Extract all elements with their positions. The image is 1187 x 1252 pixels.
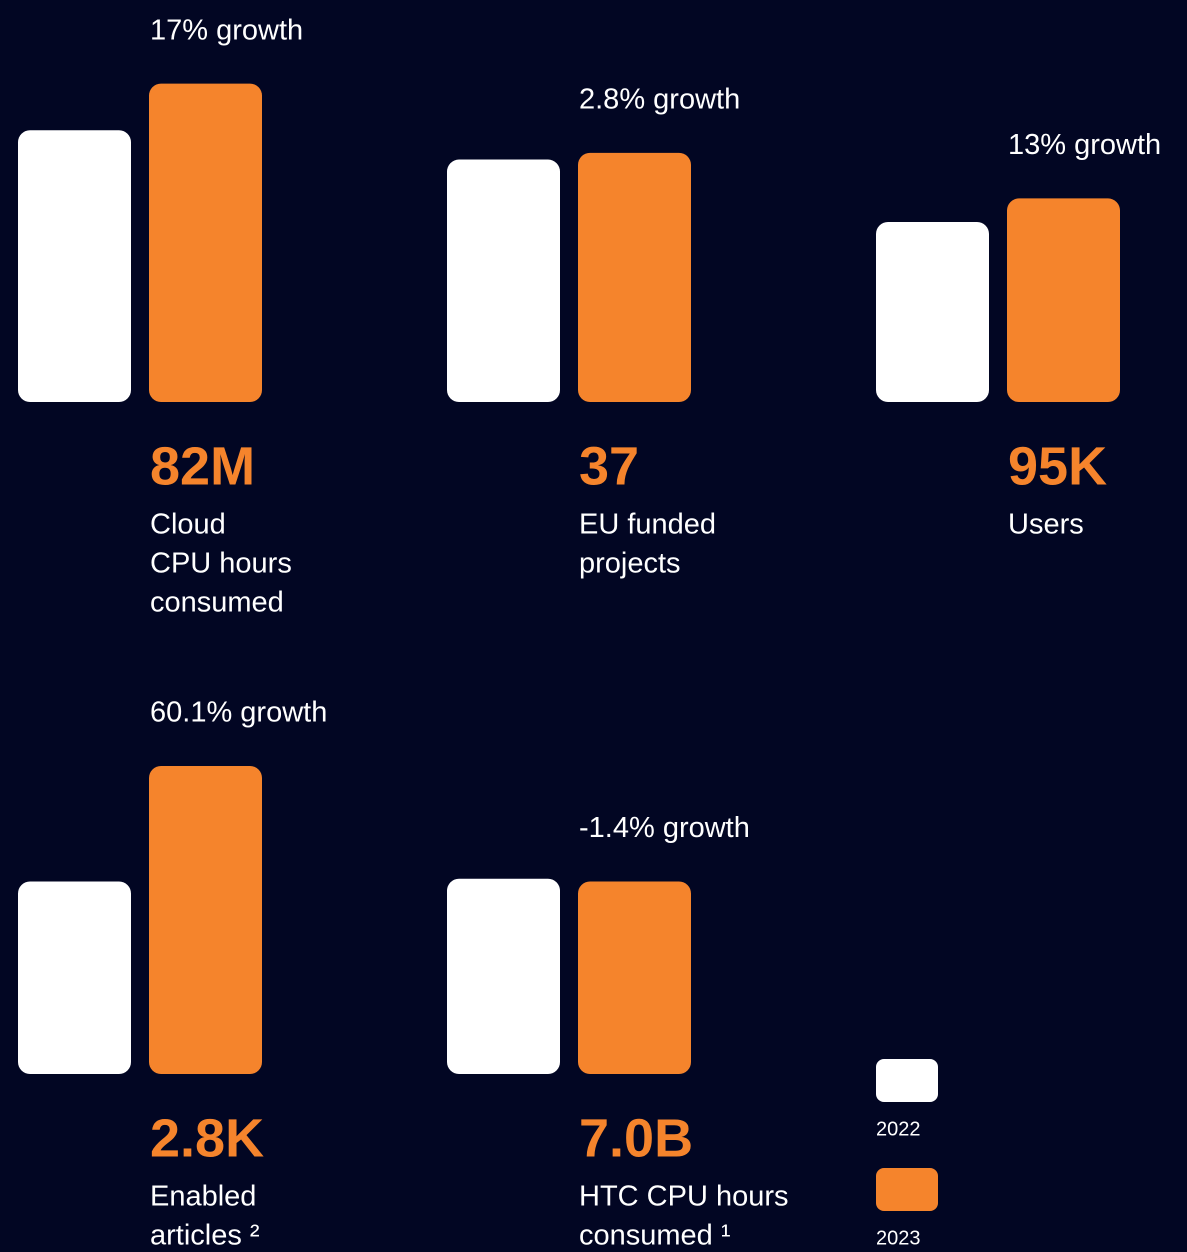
bar: [876, 222, 989, 402]
big-number: 2.8K: [150, 1108, 264, 1168]
growth-label: 60.1% growth: [150, 697, 327, 729]
description: Users: [1008, 509, 1084, 541]
growth-label: 13% growth: [1008, 129, 1161, 161]
big-number: 82M: [150, 436, 255, 496]
legend-label: 2022: [876, 1118, 921, 1140]
description: Cloud: [150, 509, 226, 541]
description: CPU hours: [150, 548, 292, 580]
legend-label: 2023: [876, 1227, 921, 1249]
bar: [1007, 198, 1120, 402]
bar: [149, 766, 262, 1074]
bar: [578, 881, 691, 1074]
bar: [18, 881, 131, 1074]
growth-label: -1.4% growth: [579, 812, 750, 844]
description: projects: [579, 548, 681, 580]
legend-swatch: [876, 1059, 938, 1102]
description: consumed ¹: [579, 1220, 731, 1252]
bar: [447, 159, 560, 402]
growth-label: 2.8% growth: [579, 83, 740, 115]
bar: [447, 878, 560, 1074]
big-number: 7.0B: [579, 1108, 693, 1168]
big-number: 37: [579, 436, 639, 496]
big-number: 95K: [1008, 436, 1107, 496]
description: HTC CPU hours: [579, 1181, 789, 1213]
bar: [149, 83, 262, 402]
description: Enabled: [150, 1181, 256, 1213]
bar: [578, 152, 691, 402]
description: consumed: [150, 587, 284, 619]
description: EU funded: [579, 509, 716, 541]
bar: [18, 130, 131, 402]
description: articles ²: [150, 1220, 260, 1252]
legend-swatch: [876, 1168, 938, 1211]
growth-label: 17% growth: [150, 14, 303, 46]
